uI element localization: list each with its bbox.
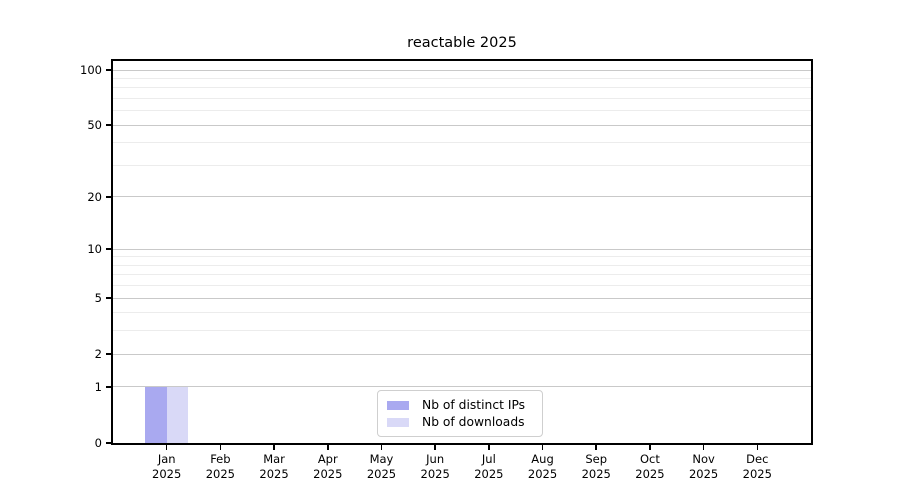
gridline-major	[113, 248, 811, 250]
x-tick	[327, 445, 329, 450]
gridline-minor	[113, 274, 811, 276]
y-tick	[106, 124, 112, 126]
y-tick-label: 50	[87, 118, 102, 133]
gridline-minor	[113, 330, 811, 332]
legend-item-distinct-ips: Nb of distinct IPs	[387, 397, 533, 413]
x-tick-label: Jan 2025	[152, 452, 182, 481]
x-tick-label: Jul 2025	[474, 452, 504, 481]
x-tick	[702, 445, 705, 450]
y-tick	[106, 248, 112, 250]
legend-label-distinct-ips: Nb of distinct IPs	[422, 398, 526, 412]
y-tick-label: 10	[87, 242, 102, 257]
legend: Nb of distinct IPs Nb of downloads	[377, 390, 543, 437]
gridline-minor	[113, 256, 811, 258]
y-tick	[106, 386, 112, 388]
gridline-minor	[113, 77, 811, 79]
legend-item-downloads: Nb of downloads	[387, 414, 533, 430]
y-tick-label: 20	[87, 189, 102, 204]
chart-title: reactable 2025	[407, 35, 517, 51]
gridline-major	[113, 196, 811, 198]
gridline-minor	[113, 87, 811, 89]
legend-swatch-distinct-ips	[387, 400, 409, 410]
x-tick	[488, 445, 490, 450]
gridline-major	[113, 297, 811, 299]
gridline-minor	[113, 312, 811, 314]
gridline-minor	[113, 285, 811, 287]
x-tick-label: Feb 2025	[205, 452, 236, 481]
y-tick-label: 0	[94, 436, 102, 450]
x-tick-label: Jun 2025	[420, 452, 450, 481]
gridline-minor	[113, 264, 811, 266]
legend-label-downloads: Nb of downloads	[422, 415, 525, 429]
x-tick	[649, 445, 651, 450]
gridline-major	[113, 124, 811, 126]
x-tick-label: Oct 2025	[635, 452, 665, 481]
x-tick-label: Dec 2025	[742, 452, 772, 481]
bar-distinct-ips	[145, 386, 167, 443]
x-tick	[219, 445, 222, 450]
y-tick	[106, 297, 112, 299]
x-tick	[541, 445, 544, 450]
legend-swatch-downloads	[387, 417, 409, 427]
x-tick	[434, 445, 436, 450]
x-tick-label: Apr 2025	[313, 452, 343, 481]
x-tick	[380, 445, 383, 450]
gridline-minor	[113, 142, 811, 144]
y-tick	[106, 442, 112, 444]
x-tick-label: Mar 2025	[259, 452, 289, 481]
x-tick-label: May 2025	[366, 452, 397, 481]
x-tick	[165, 445, 168, 450]
y-tick-label: 5	[94, 291, 102, 306]
x-tick-label: Nov 2025	[688, 452, 719, 481]
bar-downloads	[166, 386, 189, 443]
gridline-major	[113, 353, 811, 355]
x-tick	[756, 445, 759, 450]
gridline-major	[113, 386, 811, 388]
gridline-minor	[113, 97, 811, 99]
x-tick-label: Aug 2025	[527, 452, 558, 481]
gridline-minor	[113, 164, 811, 166]
gridline-minor	[113, 110, 811, 112]
y-tick	[106, 69, 112, 71]
y-tick	[106, 196, 112, 198]
y-tick	[106, 353, 112, 355]
y-tick-label: 2	[94, 347, 102, 362]
gridline-major	[113, 69, 811, 71]
y-tick-label: 100	[80, 63, 102, 77]
x-tick	[595, 445, 597, 450]
x-tick	[273, 445, 275, 450]
y-tick-label: 1	[94, 379, 102, 394]
x-tick-label: Sep 2025	[581, 452, 611, 481]
